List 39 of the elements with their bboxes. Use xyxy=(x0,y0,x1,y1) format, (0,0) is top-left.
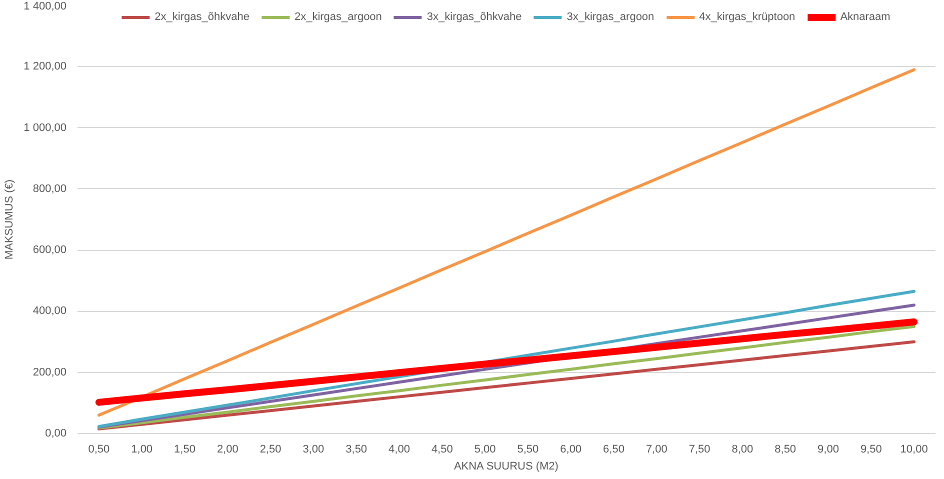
legend-label: 4x_kirgas_krüptoon xyxy=(699,11,796,23)
x-tick-label: 5,50 xyxy=(517,444,539,456)
x-tick-label: 6,00 xyxy=(560,444,582,456)
y-tick-label: 800,00 xyxy=(32,182,67,195)
legend-label: Aknaraam xyxy=(840,11,890,23)
x-tick-label: 8,50 xyxy=(774,444,796,456)
x-tick-label: 9,50 xyxy=(860,444,882,456)
x-tick-label: 3,00 xyxy=(302,444,324,456)
y-tick-label: 400,00 xyxy=(32,305,67,318)
legend-label: 2x_kirgas_argoon xyxy=(294,11,382,23)
y-tick-label: 600,00 xyxy=(32,244,67,256)
legend-label: 3x_kirgas_argoon xyxy=(566,11,654,23)
x-tick-label: 0,50 xyxy=(88,444,110,456)
y-axis-title: MAKSUMUS (€) xyxy=(4,179,16,260)
x-tick-label: 1,50 xyxy=(174,444,196,456)
x-tick-label: 7,50 xyxy=(688,444,710,456)
y-tick-label: 200,00 xyxy=(32,366,67,378)
x-tick-label: 4,00 xyxy=(388,444,410,456)
y-tick-label: 1 000,00 xyxy=(24,122,67,134)
x-tick-label: 8,00 xyxy=(732,444,754,456)
x-tick-label: 1,00 xyxy=(131,444,153,456)
x-tick-label: 10,00 xyxy=(900,444,928,456)
x-tick-label: 4,50 xyxy=(431,444,453,456)
line-series xyxy=(97,325,916,430)
x-tick-label: 3,50 xyxy=(346,444,368,456)
line-series xyxy=(97,340,916,430)
x-tick-label: 9,00 xyxy=(818,444,839,456)
x-axis-title: AKNA SUURUS (M2) xyxy=(454,460,558,472)
x-tick-label: 2,50 xyxy=(260,444,282,456)
y-tick-label: 1 200,00 xyxy=(24,60,67,73)
y-tick-label: 1 400,00 xyxy=(24,0,67,12)
y-tick-label: 0,00 xyxy=(45,428,67,440)
legend-label: 2x_kirgas_õhkvahe xyxy=(154,11,250,23)
x-tick-label: 5,00 xyxy=(474,444,496,456)
x-tick-label: 6,50 xyxy=(603,444,624,456)
x-tick-label: 2,00 xyxy=(216,444,238,456)
x-tick-label: 7,00 xyxy=(646,444,668,456)
legend-label: 3x_kirgas_õhkvahe xyxy=(426,11,522,23)
line-series xyxy=(97,68,916,417)
